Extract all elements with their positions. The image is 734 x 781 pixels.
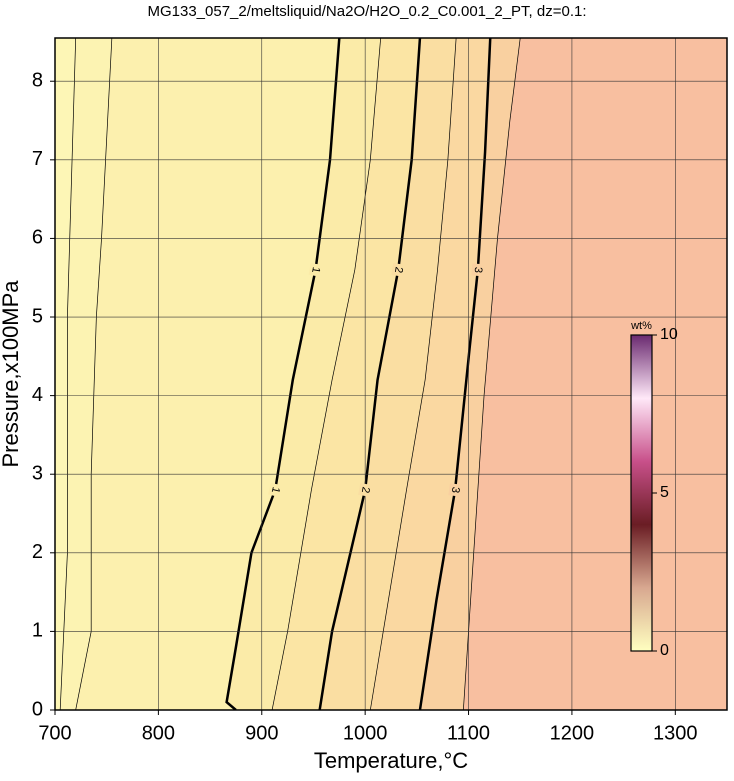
plot-area: 1 1 2 2 3 3 bbox=[55, 38, 727, 710]
x-tick-label: 800 bbox=[142, 722, 175, 744]
chart-title: MG133_057_2/meltsliquid/Na2O/H2O_0.2_C0.… bbox=[147, 3, 586, 20]
contour-label-bg bbox=[391, 263, 406, 277]
colorbar-tick-label: 5 bbox=[660, 484, 669, 501]
y-tick-label: 8 bbox=[32, 70, 43, 92]
y-tick-label: 2 bbox=[32, 541, 43, 563]
colorbar-tick-label: 10 bbox=[660, 326, 678, 343]
plot-frame bbox=[54, 37, 728, 711]
contour-label-bg bbox=[448, 483, 462, 497]
contour-label-text: 2 bbox=[359, 486, 372, 494]
y-tick-label: 0 bbox=[32, 698, 43, 720]
x-tick-label: 1100 bbox=[447, 722, 490, 744]
y-tick-label: 1 bbox=[32, 620, 43, 642]
contour-label-bg bbox=[308, 262, 323, 277]
x-tick-label: 1200 bbox=[550, 722, 595, 744]
contour-label-text: 1 bbox=[309, 266, 322, 274]
contour-label-bg bbox=[471, 263, 485, 277]
contour-label: 3 bbox=[471, 263, 485, 277]
contour-label: 1 bbox=[308, 262, 323, 277]
contour-line bbox=[418, 38, 492, 710]
y-tick-label: 3 bbox=[32, 462, 43, 484]
contour-label-bg bbox=[358, 482, 373, 497]
contour-label-bg bbox=[267, 482, 283, 498]
overlay: 700 800 900 1000 1100 1200 1300012345678wt%051… bbox=[32, 37, 728, 744]
contour-label: 1 bbox=[267, 482, 283, 498]
contour-label-text: 1 bbox=[269, 486, 282, 495]
contour-label: 2 bbox=[391, 263, 406, 277]
x-axis-label: Temperature,°C bbox=[314, 748, 468, 773]
colorbar-label: wt% bbox=[630, 320, 652, 332]
y-tick-label: 4 bbox=[32, 384, 43, 406]
contour-fill bbox=[463, 38, 727, 710]
y-axis-label: Pressure,x100MPa bbox=[0, 280, 23, 468]
contour-label-text: 2 bbox=[392, 266, 405, 274]
x-tick-label: 700 bbox=[38, 722, 71, 744]
colorbar-tick-label: 0 bbox=[660, 642, 669, 659]
y-tick-label: 6 bbox=[32, 227, 43, 249]
contour-label: 2 bbox=[358, 482, 373, 497]
colorbar bbox=[630, 334, 653, 652]
x-tick-label: 1300 bbox=[653, 722, 698, 744]
x-tick-label: 900 bbox=[245, 722, 278, 744]
y-tick-label: 5 bbox=[32, 305, 43, 327]
contour-label: 3 bbox=[448, 483, 462, 497]
contour-label-text: 3 bbox=[472, 266, 484, 273]
contour-label-text: 3 bbox=[449, 486, 462, 494]
x-tick-label: 1000 bbox=[343, 722, 388, 744]
y-tick-label: 7 bbox=[32, 148, 43, 170]
